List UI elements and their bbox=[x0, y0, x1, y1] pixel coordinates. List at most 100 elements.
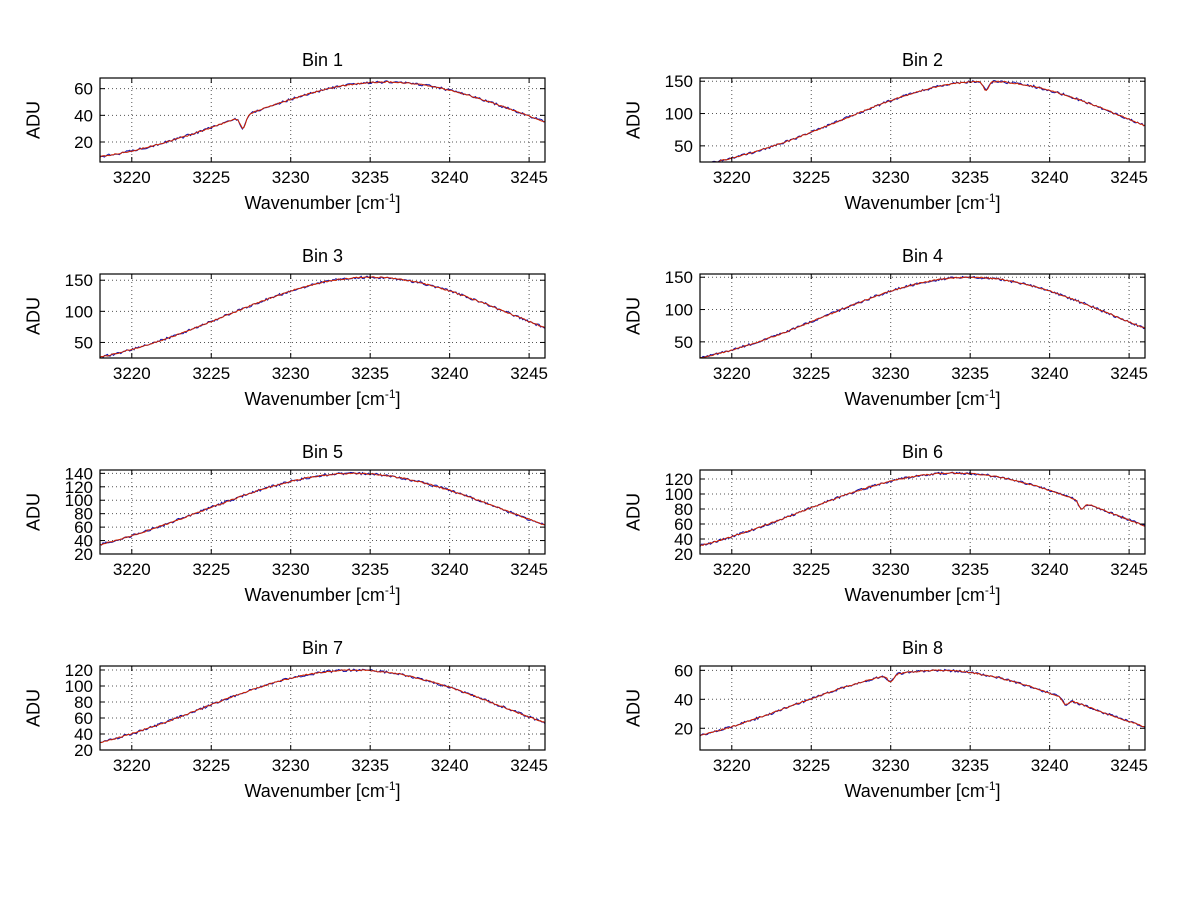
y-tick-label: 20 bbox=[674, 545, 693, 564]
y-tick-label: 120 bbox=[65, 661, 93, 680]
plot-title: Bin 5 bbox=[301, 442, 344, 462]
x-axis-label-text: Wavenumber [cm bbox=[244, 781, 385, 801]
y-tick-label: 20 bbox=[74, 741, 93, 760]
subplot-bin-8: Bin 8 ADU 3220 3225 3230 3235 3240 3245 20 40 60 Wa… bbox=[600, 632, 1200, 828]
x-tick-label: 3230 bbox=[872, 168, 910, 187]
x-tick-label: 3225 bbox=[792, 560, 830, 579]
x-tick-label: 3225 bbox=[792, 364, 830, 383]
series-line-fit bbox=[100, 669, 545, 744]
x-tick-label: 3245 bbox=[1110, 364, 1148, 383]
x-tick-label: 3240 bbox=[431, 560, 469, 579]
x-tick-label: 3245 bbox=[1110, 756, 1148, 775]
series-line-measured bbox=[700, 471, 1145, 547]
x-tick-label: 3235 bbox=[951, 168, 989, 187]
series-line-measured bbox=[100, 471, 545, 546]
y-tick-label: 150 bbox=[665, 268, 693, 287]
y-tick-label: 120 bbox=[65, 478, 93, 497]
x-axis-label-superscript: -1 bbox=[984, 583, 996, 597]
subplot-bin-3: Bin 3 ADU 3220 3225 3230 3235 3240 3245 50 100 150… bbox=[0, 240, 600, 436]
x-tick-label: 3245 bbox=[510, 560, 548, 579]
series-line-fit bbox=[100, 276, 545, 358]
x-tick-label: 3230 bbox=[872, 364, 910, 383]
x-tick-label: 3235 bbox=[951, 364, 989, 383]
x-tick-label: 3220 bbox=[113, 756, 151, 775]
y-tick-label: 60 bbox=[674, 661, 693, 680]
x-tick-label: 3240 bbox=[1031, 560, 1069, 579]
y-tick-label: 20 bbox=[74, 545, 93, 564]
x-tick-label: 3220 bbox=[713, 168, 751, 187]
y-tick-label: 40 bbox=[74, 725, 93, 744]
plot-title: Bin 7 bbox=[301, 638, 344, 658]
axes-box bbox=[99, 665, 546, 751]
y-tick-label: 120 bbox=[665, 470, 693, 489]
x-axis-label: Wavenumber [cm-1] bbox=[100, 583, 545, 606]
x-tick-label: 3245 bbox=[510, 168, 548, 187]
x-tick-label: 3245 bbox=[510, 364, 548, 383]
series-line-measured bbox=[100, 80, 545, 158]
subplot-bin-4: Bin 4 ADU 3220 3225 3230 3235 3240 3245 50 100 150… bbox=[600, 240, 1200, 436]
x-axis-label: Wavenumber [cm-1] bbox=[700, 387, 1145, 410]
x-tick-label: 3235 bbox=[351, 364, 389, 383]
axes-svg: 3220 3225 3230 3235 3240 3245 2040608010012014… bbox=[65, 464, 548, 579]
subplot-bin-5: Bin 5 ADU 3220 3225 3230 3235 3240 3245 20 40 60 80… bbox=[0, 436, 600, 632]
y-tick-label: 50 bbox=[74, 333, 93, 352]
subplot-bin-7: Bin 7 ADU 3220 3225 3230 3235 3240 3245 20 40 60 80… bbox=[0, 632, 600, 828]
x-tick-label: 3230 bbox=[272, 168, 310, 187]
series-line-measured bbox=[700, 275, 1145, 358]
x-axis-label-superscript: -1 bbox=[384, 191, 396, 205]
axes-svg: 3220 3225 3230 3235 3240 3245 50 100 150 bbox=[665, 268, 1148, 383]
x-tick-label: 3235 bbox=[951, 756, 989, 775]
y-tick-label: 40 bbox=[674, 690, 693, 709]
axes-box bbox=[699, 77, 1146, 163]
x-tick-label: 3220 bbox=[713, 756, 751, 775]
x-tick-label: 3245 bbox=[1110, 168, 1148, 187]
series-line-fit bbox=[700, 669, 1145, 736]
y-tick-label: 150 bbox=[65, 271, 93, 290]
y-tick-label: 100 bbox=[665, 485, 693, 504]
x-axis-label-text: Wavenumber [cm bbox=[844, 781, 985, 801]
x-tick-label: 3220 bbox=[113, 364, 151, 383]
x-axis-label-text: Wavenumber [cm bbox=[244, 585, 385, 605]
y-tick-label: 100 bbox=[665, 105, 693, 124]
y-tick-label: 150 bbox=[665, 72, 693, 91]
y-tick-label: 80 bbox=[674, 500, 693, 519]
y-tick-label: 80 bbox=[74, 505, 93, 524]
x-axis-label-text: Wavenumber [cm bbox=[844, 389, 985, 409]
y-tick-label: 60 bbox=[74, 709, 93, 728]
x-tick-label: 3225 bbox=[792, 168, 830, 187]
y-tick-label: 140 bbox=[65, 464, 93, 483]
x-tick-label: 3240 bbox=[431, 364, 469, 383]
x-tick-label: 3240 bbox=[1031, 756, 1069, 775]
y-tick-label: 100 bbox=[665, 301, 693, 320]
x-tick-label: 3235 bbox=[351, 756, 389, 775]
axes-box bbox=[99, 77, 546, 163]
x-tick-label: 3245 bbox=[1110, 560, 1148, 579]
axes-svg: 3220 3225 3230 3235 3240 3245 20 40 60 bbox=[674, 661, 1148, 775]
y-tick-label: 60 bbox=[674, 515, 693, 534]
y-tick-label: 40 bbox=[74, 106, 93, 125]
x-tick-label: 3240 bbox=[1031, 168, 1069, 187]
plot-title: Bin 6 bbox=[901, 442, 944, 462]
x-axis-label-close: ] bbox=[995, 585, 1001, 605]
subplot-bin-1: Bin 1 ADU 3220 3225 3230 3235 3240 3245 20 40 60 Wa… bbox=[0, 44, 600, 240]
x-axis-label: Wavenumber [cm-1] bbox=[100, 779, 545, 802]
axes-box bbox=[699, 665, 1146, 751]
x-tick-label: 3235 bbox=[351, 168, 389, 187]
x-tick-label: 3225 bbox=[192, 756, 230, 775]
x-axis-label-close: ] bbox=[995, 389, 1001, 409]
x-tick-label: 3225 bbox=[792, 756, 830, 775]
x-tick-label: 3240 bbox=[431, 756, 469, 775]
series-line-measured bbox=[100, 668, 545, 743]
x-axis-label-superscript: -1 bbox=[984, 387, 996, 401]
x-axis-label-superscript: -1 bbox=[384, 779, 396, 793]
x-axis-label-superscript: -1 bbox=[384, 387, 396, 401]
x-axis-label-text: Wavenumber [cm bbox=[244, 389, 385, 409]
plots-grid: Bin 1 ADU 3220 3225 3230 3235 3240 3245 20 40 60 Wa… bbox=[0, 44, 1200, 828]
axes-box bbox=[699, 469, 1146, 555]
y-tick-label: 60 bbox=[74, 80, 93, 99]
plot-title: Bin 2 bbox=[901, 50, 944, 70]
x-axis-label-close: ] bbox=[995, 193, 1001, 213]
x-tick-label: 3230 bbox=[272, 560, 310, 579]
plot-title: Bin 4 bbox=[901, 246, 944, 266]
